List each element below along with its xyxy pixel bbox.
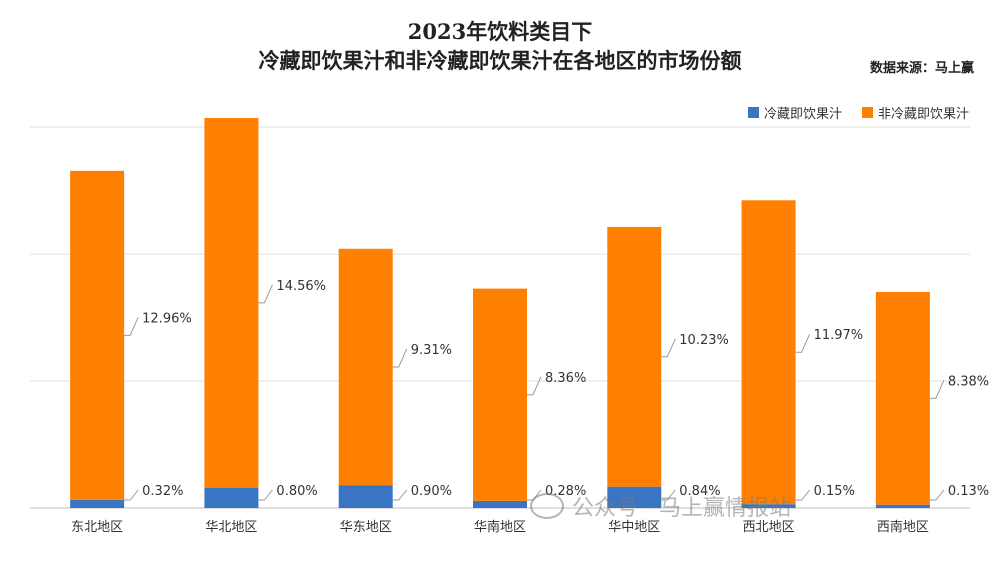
watermark: 公众号 · 马上赢情报站 xyxy=(530,490,791,522)
bar-segment-ambient xyxy=(204,118,259,488)
data-label-leader xyxy=(258,284,273,304)
legend-label-ambient: 非冷藏即饮果汁 xyxy=(878,107,970,122)
data-label-ambient: 8.38% xyxy=(948,374,989,389)
data-label-chilled: 0.32% xyxy=(142,484,183,499)
data-label-leader xyxy=(929,489,945,501)
watermark-text: 公众号 · 马上赢情报站 xyxy=(572,496,791,521)
x-tick-label: 西北地区 xyxy=(743,520,795,535)
bar-segment-ambient xyxy=(70,170,125,500)
data-label-chilled: 0.90% xyxy=(411,484,452,499)
data-label-leader xyxy=(124,489,139,501)
bar-segment-chilled xyxy=(473,500,527,508)
data-label-ambient: 9.31% xyxy=(411,343,452,358)
data-source-note: 数据来源：马上赢 xyxy=(869,61,974,76)
data-label-leader xyxy=(661,489,676,501)
chart-subtitle: 冷藏即饮果汁和非冷藏即饮果汁在各地区的市场份额 xyxy=(258,48,742,73)
x-tick-label: 东北地区 xyxy=(71,520,123,535)
x-tick-label: 华北地区 xyxy=(205,520,257,535)
data-label-chilled: 0.15% xyxy=(814,484,855,499)
x-tick-label: 华东地区 xyxy=(340,520,392,535)
bar-segment-ambient xyxy=(473,288,527,501)
legend-swatch-chilled xyxy=(748,107,759,118)
data-label-ambient: 10.23% xyxy=(679,333,729,348)
data-label-leader xyxy=(258,489,273,501)
data-label-leader xyxy=(392,348,408,368)
data-label-ambient: 12.96% xyxy=(142,311,192,326)
data-label-leader xyxy=(929,380,945,399)
bar-segment-chilled xyxy=(875,504,930,508)
legend-item-chilled: 冷藏即饮果汁 xyxy=(748,103,842,122)
wechat-icon xyxy=(530,493,564,519)
x-tick-label: 华中地区 xyxy=(608,520,660,535)
data-label-ambient: 11.97% xyxy=(814,328,864,343)
chart-title: 2023年饮料类目下 xyxy=(407,19,593,44)
bar-segment-chilled xyxy=(338,485,393,508)
bar-segment-chilled xyxy=(741,504,796,508)
data-label-leader xyxy=(795,489,810,501)
legend-label-chilled: 冷藏即饮果汁 xyxy=(764,107,843,122)
bar-segment-ambient xyxy=(338,248,393,486)
data-label-leader xyxy=(527,376,542,396)
data-label-chilled: 0.80% xyxy=(276,484,317,499)
bar-segment-chilled xyxy=(204,487,259,508)
bar-segment-ambient xyxy=(741,200,796,505)
data-label-leader xyxy=(392,489,408,501)
bar-segment-chilled xyxy=(607,486,662,508)
data-label-leader xyxy=(661,338,676,358)
bar-segment-ambient xyxy=(875,291,930,505)
bar-segment-chilled xyxy=(70,499,125,508)
x-tick-label: 华南地区 xyxy=(474,519,526,535)
legend-swatch-ambient xyxy=(862,107,873,118)
data-label-ambient: 14.56% xyxy=(276,279,326,294)
data-label-chilled: 0.13% xyxy=(948,484,989,499)
data-label-leader xyxy=(795,334,811,353)
bar-segment-ambient xyxy=(607,226,662,487)
data-label-leader xyxy=(124,317,139,336)
legend-item-ambient: 非冷藏即饮果汁 xyxy=(862,103,969,122)
data-label-ambient: 8.36% xyxy=(545,371,586,386)
x-tick-label: 西南地区 xyxy=(877,519,929,535)
data-label-chilled: 0.84% xyxy=(679,484,720,499)
